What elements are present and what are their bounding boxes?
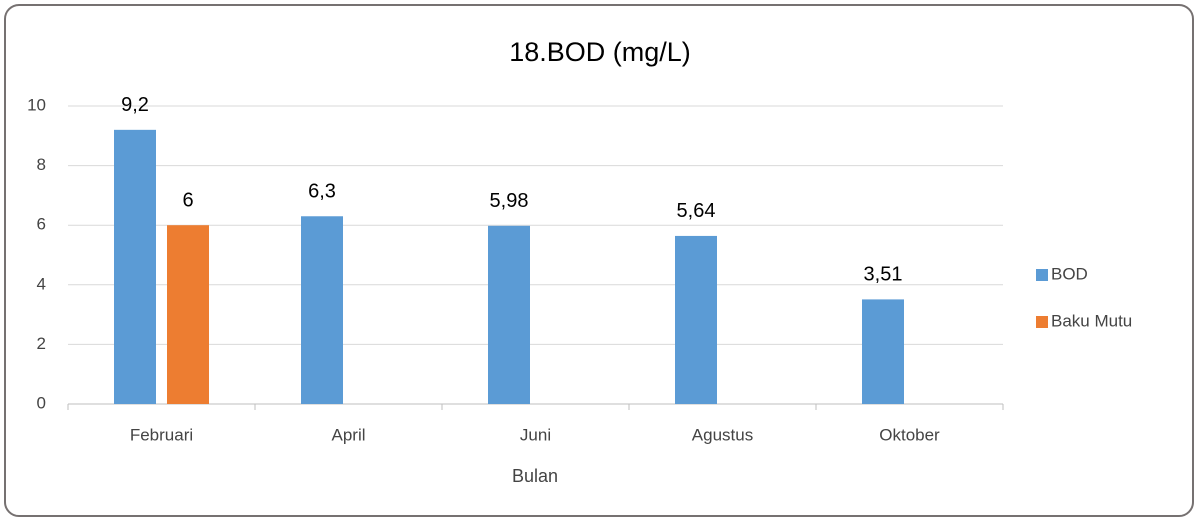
y-tick-label: 0 bbox=[37, 393, 46, 412]
x-tick-label: Februari bbox=[130, 425, 193, 444]
value-label: 5,64 bbox=[677, 200, 716, 222]
value-label: 9,2 bbox=[121, 94, 149, 116]
bar bbox=[114, 129, 156, 404]
x-tick-label: April bbox=[331, 425, 365, 444]
y-tick-label: 8 bbox=[37, 155, 46, 174]
x-axis-title: Bulan bbox=[512, 466, 558, 486]
legend-label: Baku Mutu bbox=[1051, 311, 1132, 330]
y-tick-label: 2 bbox=[37, 334, 46, 353]
value-label: 3,51 bbox=[864, 264, 903, 286]
bar bbox=[675, 235, 717, 404]
bar bbox=[301, 216, 343, 404]
value-label: 5,98 bbox=[490, 190, 529, 212]
value-label: 6 bbox=[182, 189, 193, 211]
legend-label: BOD bbox=[1051, 264, 1088, 283]
bar bbox=[167, 225, 209, 404]
x-tick-label: Juni bbox=[520, 425, 551, 444]
y-tick-label: 6 bbox=[37, 215, 46, 234]
x-tick-label: Agustus bbox=[692, 425, 753, 444]
value-label: 6,3 bbox=[308, 181, 336, 203]
bar bbox=[862, 299, 904, 404]
chart-title: 18.BOD (mg/L) bbox=[509, 37, 691, 67]
legend-swatch bbox=[1036, 269, 1048, 281]
bar bbox=[488, 225, 530, 404]
y-tick-label: 10 bbox=[27, 95, 46, 114]
y-tick-label: 4 bbox=[37, 274, 46, 293]
legend-swatch bbox=[1036, 316, 1048, 328]
x-tick-label: Oktober bbox=[879, 425, 940, 444]
